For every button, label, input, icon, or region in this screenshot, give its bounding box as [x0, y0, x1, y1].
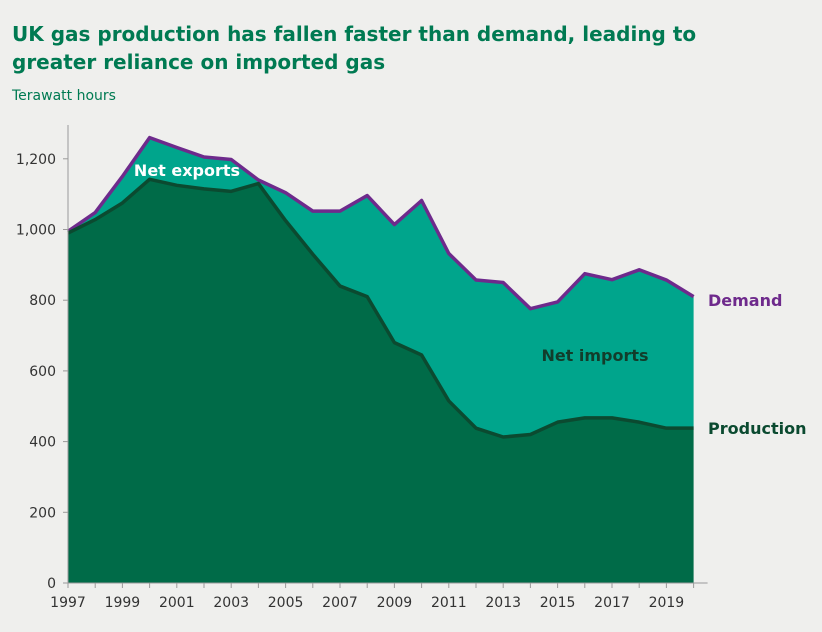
- y-tick-label: 0: [47, 576, 56, 592]
- production-line: [67, 177, 694, 439]
- chart-axes: 0 200 400 600 800 1,000 1,200 1997 1999 2001 2003 2…: [16, 125, 708, 611]
- x-tick-label: 2009: [377, 595, 413, 611]
- demand-line: [67, 135, 695, 311]
- x-tick-label: 2015: [540, 595, 576, 611]
- y-tick-label: 1,200: [16, 152, 56, 168]
- x-tick-label: 2005: [268, 595, 304, 611]
- net-imports-area: [68, 137, 694, 438]
- x-tick-label: 1999: [105, 595, 141, 611]
- x-tick-label: 2001: [159, 595, 195, 611]
- demand-label: Demand: [708, 291, 782, 310]
- chart-lines: [67, 135, 695, 439]
- production-area: [68, 179, 694, 584]
- x-tick-label: 2013: [485, 595, 521, 611]
- x-tick-label: 2011: [431, 595, 467, 611]
- x-tick-label: 2017: [594, 595, 630, 611]
- x-tick-label: 1997: [50, 595, 86, 611]
- y-tick-label: 1,000: [16, 223, 56, 239]
- x-tick-label: 2019: [649, 595, 685, 611]
- net-imports-label: Net imports: [541, 346, 648, 365]
- production-label: Production: [708, 419, 806, 438]
- x-tick-label: 2007: [322, 595, 358, 611]
- y-tick-label: 200: [29, 505, 56, 521]
- chart-areas: [68, 137, 694, 584]
- y-tick-label: 400: [29, 435, 56, 451]
- y-tick-label: 600: [29, 364, 56, 380]
- net-exports-label: Net exports: [134, 161, 240, 180]
- x-tick-label: 2003: [213, 595, 249, 611]
- chart-subtitle: Terawatt hours: [12, 88, 116, 104]
- chart-title: UK gas production has fallen faster than…: [12, 22, 697, 74]
- y-tick-label: 800: [29, 293, 56, 309]
